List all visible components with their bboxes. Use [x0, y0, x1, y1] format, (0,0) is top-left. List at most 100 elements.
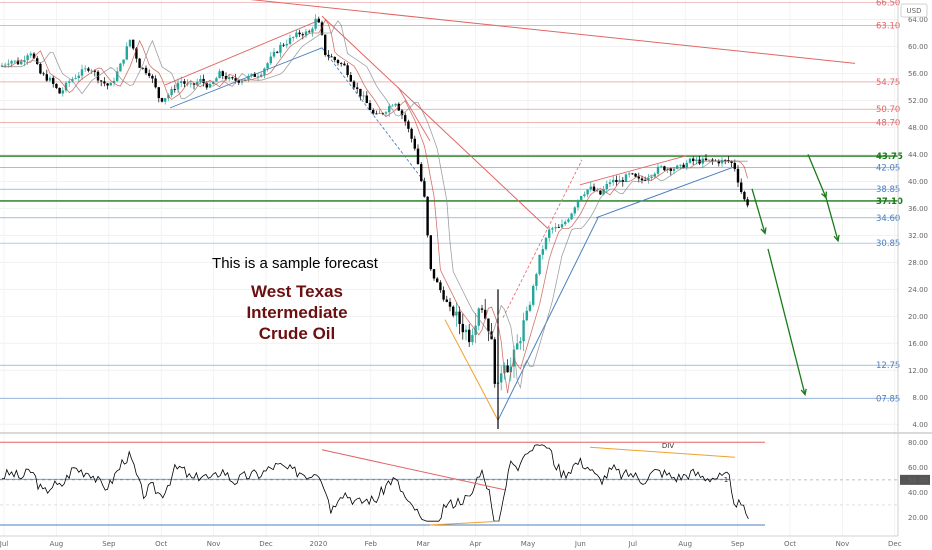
time-tick-label: 2020: [309, 540, 327, 548]
candle-body: [631, 173, 634, 175]
candle-body: [160, 98, 164, 102]
level-label: 38.85: [876, 185, 900, 195]
candle-body: [378, 113, 381, 114]
moving-average-fast: [2, 18, 748, 394]
candle-body: [234, 78, 237, 81]
candle-body: [682, 164, 685, 169]
candle-body: [551, 228, 554, 230]
candle-body: [135, 48, 138, 59]
candle-body: [612, 179, 615, 183]
instrument-name-line-2: Intermediate: [246, 303, 347, 322]
candle-body: [154, 78, 157, 88]
candle-body: [138, 58, 141, 68]
time-tick-label: Feb: [365, 540, 378, 548]
candle-body: [410, 128, 413, 139]
candle-body: [224, 76, 228, 80]
candle-body: [704, 158, 708, 161]
candle-body: [634, 173, 637, 177]
forecast-caption: This is a sample forecast: [212, 255, 379, 272]
candle-body: [599, 190, 602, 195]
candle-body: [132, 39, 135, 49]
candle-body: [64, 82, 68, 91]
time-axis[interactable]: Jul Aug Sep Oct Nov Dec 2020 Feb Mar Apr May Jun Jul…: [0, 535, 902, 548]
candle-body: [720, 159, 724, 164]
candle-body: [298, 32, 301, 35]
candle-body: [464, 329, 468, 333]
rsi-axis-ticks: 20.00 40.00 50.00 60.00 80.00: [900, 439, 930, 522]
candle-body: [292, 37, 295, 38]
candle-body: [128, 39, 132, 47]
candle-body: [679, 164, 682, 166]
candle-body: [365, 95, 368, 104]
main-pane[interactable]: 66.50 63.10 54.75 50.70 48.70 43.75 42.05 38.85…: [0, 0, 903, 536]
candle-body: [544, 237, 548, 250]
currency-label: USD: [907, 7, 922, 15]
forecast-arrow-shaft: [751, 188, 766, 234]
candle-body: [628, 173, 631, 175]
candle-body: [125, 46, 128, 60]
candle-body: [340, 63, 343, 64]
currency-badge[interactable]: [900, 3, 928, 18]
price-axis[interactable]: 4.00 8.00 12.00 16.00 20.00 24.00 28.00 32.00 36…: [897, 0, 930, 536]
candle-body: [733, 162, 736, 169]
candle-body: [32, 53, 36, 59]
time-tick-label: Apr: [470, 540, 482, 548]
candle-body: [525, 310, 528, 321]
candle-body: [567, 219, 570, 222]
candle-body: [455, 311, 458, 316]
rsi-pane[interactable]: DIV 1: [0, 441, 898, 526]
price-tick-label: 24.00: [908, 286, 928, 294]
candle-body: [570, 213, 573, 220]
price-tick-label: 28.00: [908, 259, 928, 267]
candle-body: [20, 61, 23, 65]
level-label: 07.85: [876, 394, 900, 404]
candle-body: [311, 28, 314, 33]
candle-body: [250, 73, 253, 76]
candle-body: [282, 44, 285, 46]
candle-body: [317, 18, 320, 23]
candle-body: [279, 44, 282, 53]
candle-body: [663, 166, 666, 171]
rsi-divergence-red: [321, 449, 506, 491]
candle-body: [320, 22, 324, 35]
time-tick-label: Oct: [784, 540, 796, 548]
candle-body: [708, 159, 711, 161]
candle-body: [285, 43, 288, 46]
candle-body: [688, 158, 692, 163]
forecast-arrow-head: [800, 388, 807, 397]
time-tick-label: Jul: [628, 540, 638, 548]
candle-body: [196, 81, 199, 85]
candle-body: [445, 299, 448, 302]
candle-body: [253, 73, 256, 77]
candle-body: [564, 221, 567, 225]
level-label: 42.05: [876, 164, 900, 174]
time-tick-label: Oct: [155, 540, 167, 548]
candle-body: [589, 186, 592, 190]
level-label: 50.70: [876, 105, 900, 115]
candle-body: [362, 95, 365, 97]
forecast-arrow-shaft: [807, 154, 827, 198]
candle-body: [0, 65, 4, 67]
time-tick-label: Jul: [0, 540, 8, 548]
candle-body: [480, 308, 484, 310]
candle-body: [7, 63, 10, 65]
forecast-arrow-shaft: [767, 248, 806, 395]
candle-body: [452, 306, 455, 316]
candle-body: [554, 227, 557, 229]
rising-wedge-lower: [595, 166, 736, 219]
level-label: 48.70: [876, 119, 900, 129]
candle-body: [58, 87, 61, 94]
candle-body: [205, 82, 208, 88]
candle-body: [429, 235, 432, 270]
candle-body: [487, 318, 490, 332]
candle-body: [42, 73, 45, 75]
candle-body: [676, 165, 679, 169]
long-term-resistance: [250, 0, 856, 64]
candle-body: [13, 60, 16, 62]
candle-body: [394, 103, 397, 106]
candle-body: [93, 70, 96, 72]
candle-body: [237, 80, 240, 83]
candle-body: [266, 63, 269, 69]
candle-body: [605, 183, 608, 190]
candle-body: [560, 224, 564, 228]
